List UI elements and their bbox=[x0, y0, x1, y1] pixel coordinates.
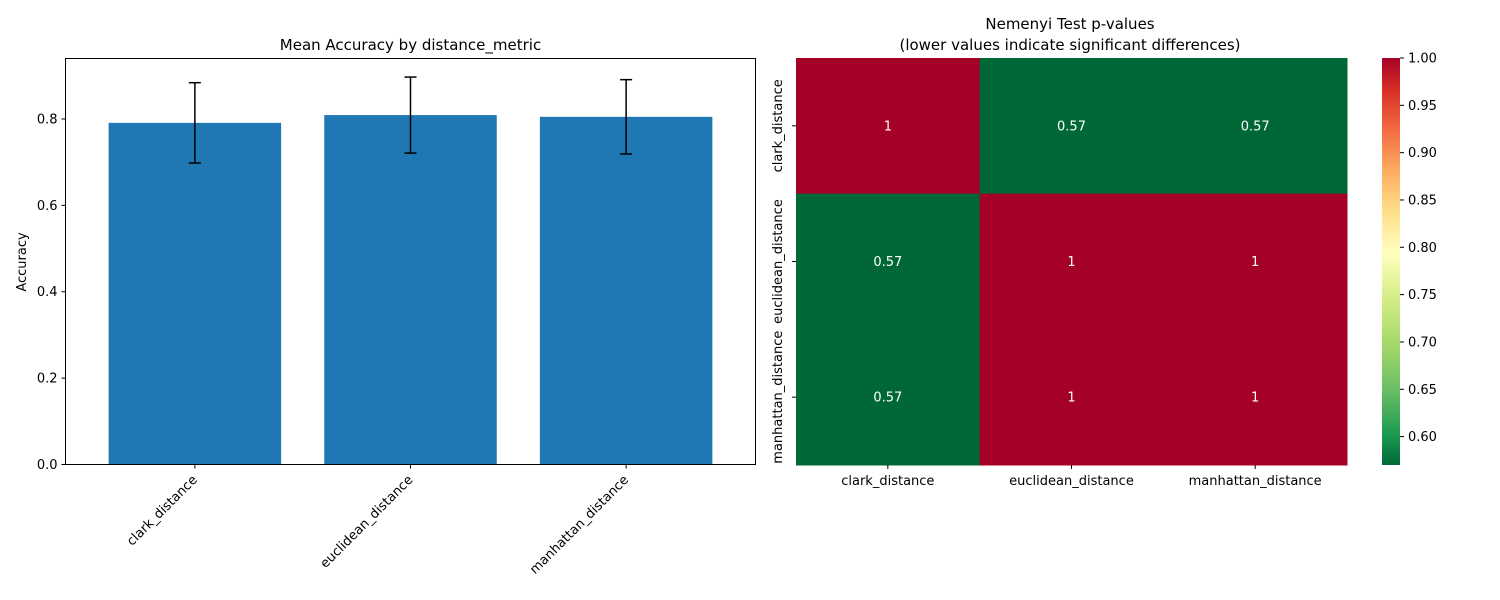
heatmap-cell bbox=[796, 58, 981, 195]
bar-plot-frame bbox=[65, 58, 756, 465]
heatmap-x-tick-label: manhattan_distance bbox=[1189, 474, 1322, 489]
heatmap-cell bbox=[979, 193, 1164, 330]
heatmap-cell bbox=[796, 329, 981, 466]
colorbar: 0.60 0.65 0.70 0.75 0.80 0.85 0.90 0.95 1.00 bbox=[1382, 52, 1437, 465]
y-tick-label: 0.4 bbox=[37, 285, 58, 300]
bar-clark_distance bbox=[108, 122, 282, 465]
bar-manhattan_distance bbox=[539, 116, 713, 465]
y-tick-label: 0.0 bbox=[37, 458, 58, 473]
colorbar-tick-label: 0.70 bbox=[1408, 335, 1437, 350]
y-axis-label: Accuracy bbox=[15, 232, 30, 292]
colorbar-tick-label: 0.95 bbox=[1408, 99, 1437, 114]
heatmap-cell bbox=[796, 193, 981, 330]
colorbar-tick-label: 0.75 bbox=[1408, 288, 1437, 303]
cell-value-label: 0.57 bbox=[1057, 119, 1086, 134]
y-tick-label: 0.6 bbox=[37, 199, 58, 214]
colorbar-tick-label: 0.85 bbox=[1408, 193, 1437, 208]
y-tick-label: 0.8 bbox=[37, 112, 58, 127]
bar-chart-title: Mean Accuracy by distance_metric bbox=[280, 36, 541, 55]
heatmap-x-tick-label: clark_distance bbox=[841, 474, 934, 489]
heatmap-chart: Nemenyi Test p-values (lower values indi… bbox=[771, 15, 1437, 489]
heatmap-subtitle: (lower values indicate significant diffe… bbox=[899, 36, 1240, 54]
heatmap-y-tick-label: euclidean_distance bbox=[771, 199, 786, 324]
heatmap-cell bbox=[1163, 193, 1348, 330]
heatmap-cell bbox=[1163, 58, 1348, 195]
heatmap-cell bbox=[1163, 329, 1348, 466]
y-tick-label: 0.2 bbox=[37, 372, 58, 387]
cell-value-label: 1 bbox=[1251, 391, 1259, 406]
x-tick-label: euclidean_distance bbox=[318, 473, 417, 572]
heatmap-y-tick-label: manhattan_distance bbox=[771, 331, 786, 464]
heatmap-cell bbox=[979, 329, 1164, 466]
heatmap-x-tick-label: euclidean_distance bbox=[1009, 474, 1134, 489]
bar-euclidean_distance bbox=[324, 115, 497, 465]
colorbar-tick-label: 0.80 bbox=[1408, 241, 1437, 256]
cell-value-label: 0.57 bbox=[873, 255, 902, 270]
cell-value-label: 0.57 bbox=[873, 391, 902, 406]
cell-value-label: 1 bbox=[1251, 255, 1259, 270]
colorbar-ticks: 0.60 0.65 0.70 0.75 0.80 0.85 0.90 0.95 1.00 bbox=[1400, 52, 1437, 445]
colorbar-tick-label: 0.65 bbox=[1408, 383, 1437, 398]
cell-value-label: 1 bbox=[1067, 391, 1075, 406]
x-tick-label: clark_distance bbox=[124, 473, 201, 550]
colorbar-gradient bbox=[1382, 58, 1400, 465]
bar-plot-area: clark_distance euclidean_distance manhatta… bbox=[37, 76, 713, 578]
heatmap-y-tick-label: clark_distance bbox=[771, 79, 786, 172]
cell-value-label: 1 bbox=[1067, 255, 1075, 270]
x-tick-label: manhattan_distance bbox=[527, 473, 632, 578]
cell-value-label: 1 bbox=[884, 119, 892, 134]
cell-value-label: 0.57 bbox=[1241, 119, 1270, 134]
heatmap-title: Nemenyi Test p-values bbox=[985, 15, 1154, 33]
bar-chart: Mean Accuracy by distance_metric Accurac… bbox=[15, 36, 756, 577]
colorbar-tick-label: 0.90 bbox=[1408, 146, 1437, 161]
colorbar-tick-label: 1.00 bbox=[1408, 52, 1437, 67]
colorbar-tick-label: 0.60 bbox=[1408, 430, 1437, 445]
heatmap-cell bbox=[979, 58, 1164, 195]
